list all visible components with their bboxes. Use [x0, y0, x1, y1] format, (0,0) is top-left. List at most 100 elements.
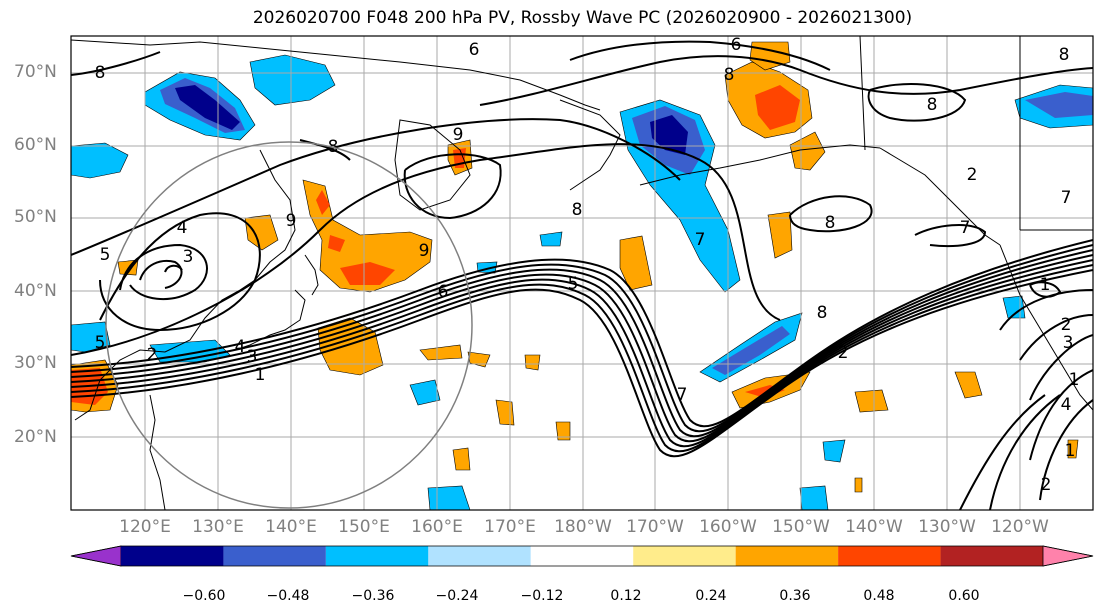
contour-label: 5	[100, 245, 111, 265]
lon-label-180w: 180°W	[554, 517, 612, 537]
contour-label: 6	[731, 35, 742, 55]
positive-anomaly-core	[755, 85, 800, 130]
pv-anomaly-fills	[71, 41, 1093, 510]
contour-label: 4	[177, 218, 188, 238]
pv-contours	[71, 40, 1093, 510]
colorbar-tick-label: −0.12	[520, 588, 564, 604]
contour-label: 8	[927, 95, 938, 115]
positive-anomaly-region	[854, 477, 863, 493]
coastlines	[71, 36, 1093, 510]
contour-label: 2	[838, 343, 849, 363]
negative-anomaly-core	[175, 85, 240, 130]
positive-anomaly-region	[555, 421, 571, 441]
lon-label-140e: 140°E	[265, 517, 317, 537]
contour-label: 7	[1061, 188, 1072, 208]
contour-label: 8	[817, 303, 828, 323]
contour-label: 2	[147, 345, 158, 365]
contour-label: 1	[1069, 370, 1080, 390]
colorbar-tick-label: −0.48	[266, 588, 310, 604]
contour-label: 8	[572, 200, 583, 220]
contour-label: 2	[1041, 475, 1052, 495]
positive-anomaly-region	[1067, 439, 1079, 459]
positive-anomaly-region	[789, 131, 826, 171]
colorbar-tick-label: 0.12	[610, 588, 642, 604]
colorbar-segment	[121, 546, 224, 566]
map-title: 2026020700 F048 200 hPa PV, Rossby Wave …	[252, 8, 913, 28]
contour-label: 2	[1061, 315, 1072, 335]
colorbar-segment	[530, 546, 634, 566]
lon-label-130e: 130°E	[192, 517, 244, 537]
contour-label: 8	[95, 63, 106, 83]
negative-anomaly-region	[409, 379, 441, 406]
positive-anomaly-region	[854, 389, 889, 413]
contour-label: 7	[695, 230, 706, 250]
colorbar-tick-label: −0.36	[351, 588, 395, 604]
lon-label-160e: 160°E	[411, 517, 463, 537]
positive-anomaly-region	[419, 344, 463, 361]
contour-label: 1	[255, 365, 266, 385]
contour-label: 7	[960, 218, 971, 238]
contour-label: 9	[419, 241, 430, 261]
contour-label: 3	[247, 347, 258, 367]
colorbar-segment	[428, 546, 531, 566]
positive-anomaly-region	[302, 179, 433, 293]
lon-label-160w: 160°W	[699, 517, 757, 537]
contour-label: 4	[235, 337, 246, 357]
contour-label: 2	[967, 165, 978, 185]
contour-label: 1	[1040, 275, 1051, 295]
lat-label-40n: 40°N	[14, 281, 57, 301]
colorbar-segment	[633, 546, 736, 566]
colorbar-extend-high	[1042, 545, 1094, 567]
negative-anomaly-region	[71, 321, 111, 353]
positive-anomaly-region	[767, 211, 793, 259]
lon-label-150w: 150°W	[772, 517, 830, 537]
contour-label: 9	[286, 211, 297, 231]
contour-label: 6	[469, 40, 480, 60]
positive-anomaly-region	[244, 214, 279, 251]
positive-anomaly-region	[495, 399, 515, 426]
contour-label: 8	[724, 65, 735, 85]
negative-anomaly-region	[249, 54, 336, 106]
colorbar-tick-label: 0.60	[948, 588, 980, 604]
colorbar-segment	[325, 546, 429, 566]
contour-label: 8	[825, 213, 836, 233]
lat-label-30n: 30°N	[14, 353, 57, 373]
map-frame	[70, 35, 1094, 511]
range-circle	[105, 141, 473, 509]
lon-label-170e: 170°E	[484, 517, 536, 537]
positive-anomaly-core	[316, 190, 330, 215]
colorbar-segment	[940, 546, 1043, 566]
colorbar-extend-low	[70, 545, 122, 567]
negative-anomaly-core	[712, 326, 790, 375]
lon-label-130w: 130°W	[918, 517, 976, 537]
colorbar-tick-label: 0.24	[695, 588, 727, 604]
lon-label-150e: 150°E	[338, 517, 390, 537]
colorbar-tick-label: 0.48	[863, 588, 895, 604]
lat-label-60n: 60°N	[14, 135, 57, 155]
contour-label: 5	[568, 274, 579, 294]
lon-label-120e: 120°E	[119, 517, 171, 537]
colorbar-tick-label: −0.24	[435, 588, 479, 604]
lon-label-140w: 140°W	[845, 517, 903, 537]
negative-anomaly-region	[427, 485, 471, 510]
colorbar-tick-label: 0.36	[779, 588, 811, 604]
contour-label: 6	[438, 282, 449, 302]
positive-anomaly-region	[619, 235, 653, 291]
contour-label: 7	[677, 385, 688, 405]
positive-anomaly-region	[954, 371, 983, 399]
negative-anomaly-core	[1025, 92, 1093, 118]
contour-label: 8	[1059, 45, 1070, 65]
colorbar-segment	[223, 546, 326, 566]
negative-anomaly-region	[822, 439, 846, 463]
lat-label-20n: 20°N	[14, 427, 57, 447]
contour-label: 3	[183, 247, 194, 267]
negative-anomaly-core	[650, 115, 688, 155]
positive-anomaly-region	[452, 447, 471, 471]
negative-anomaly-region	[539, 231, 563, 247]
positive-anomaly-core	[328, 235, 345, 252]
contour-label: 3	[1063, 333, 1074, 353]
lon-label-170w: 170°W	[626, 517, 684, 537]
lon-label-120w: 120°W	[991, 517, 1049, 537]
contour-label: 4	[1061, 395, 1072, 415]
